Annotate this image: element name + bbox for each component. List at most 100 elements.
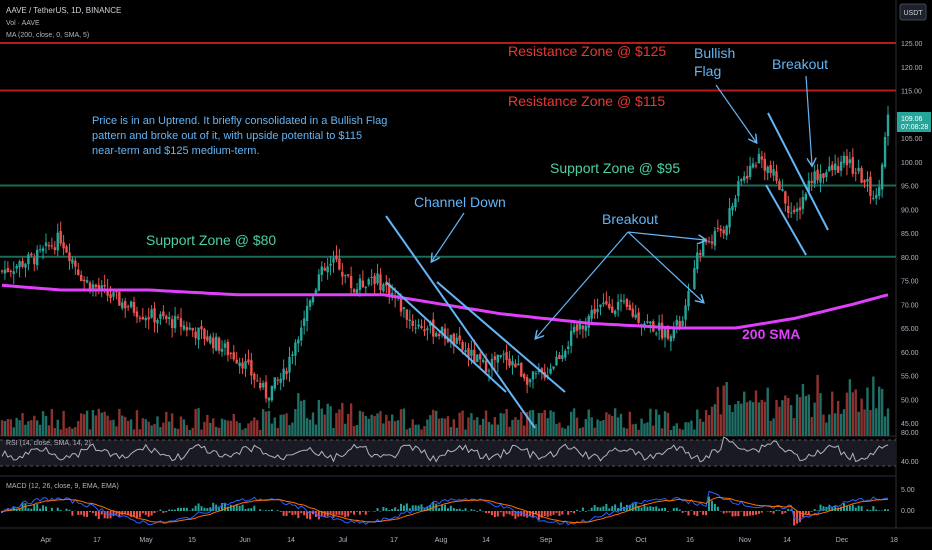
candle-body <box>763 158 766 171</box>
volume-bar <box>276 427 279 436</box>
candle-body <box>94 284 98 288</box>
macd-bar <box>490 511 493 516</box>
volume-bar <box>235 421 238 436</box>
macd-bar <box>335 511 338 515</box>
volume-bar <box>346 413 350 436</box>
macd-bar <box>344 511 347 518</box>
volume-bar <box>690 420 693 436</box>
macd-bar <box>655 506 658 511</box>
macd-bar <box>265 510 268 511</box>
candle-body <box>247 359 250 363</box>
macd-bar <box>141 511 144 514</box>
candle-body <box>611 306 614 313</box>
candle-body <box>822 173 825 179</box>
macd-bar <box>828 504 831 511</box>
candle-body <box>748 165 752 178</box>
macd-bar <box>666 511 669 512</box>
volume-bar <box>449 426 453 436</box>
volume-bar <box>15 417 18 436</box>
macd-bar <box>276 510 279 511</box>
volume-bar <box>332 427 335 436</box>
volume-bar <box>593 427 596 436</box>
volume-bar <box>701 421 705 436</box>
candle-body <box>528 379 532 383</box>
bullish-flag-label-2: Flag <box>694 63 721 79</box>
volume-bar <box>517 419 520 436</box>
candle-body <box>417 324 420 327</box>
volume-bar <box>220 418 224 436</box>
macd-bar <box>754 511 757 515</box>
macd-bar <box>796 511 799 524</box>
candle-body <box>159 314 162 319</box>
volume-bar <box>537 412 541 436</box>
volume-bar <box>429 415 432 436</box>
macd-bar <box>397 509 400 511</box>
time-tick-label: 14 <box>482 537 490 544</box>
candle-body <box>787 205 790 213</box>
candle-body <box>619 299 623 302</box>
macd-bar <box>259 509 262 511</box>
candle-body <box>209 336 212 344</box>
volume-bar <box>308 419 312 436</box>
currency-button[interactable] <box>899 3 927 21</box>
price-axis[interactable]: 125.00120.00115.00110.00105.00100.0095.0… <box>901 41 923 428</box>
candle-body <box>44 242 48 246</box>
candle-body <box>467 348 470 358</box>
volume-bar <box>402 408 406 436</box>
volume-bar <box>675 423 678 436</box>
time-axis[interactable]: Apr 17 May 15 Jun 14 Jul 17 Aug 14 Sep 18 Oct 16 Nov 14… <box>41 537 898 544</box>
candle-body <box>857 167 860 172</box>
candle-body <box>300 327 303 341</box>
candle-body <box>666 326 670 339</box>
candle-body <box>757 153 761 164</box>
macd-bar <box>426 506 429 511</box>
volume-bar <box>584 419 588 436</box>
macd-bar <box>223 502 226 511</box>
candle-body <box>370 277 373 279</box>
price-tick-label: 45.00 <box>901 421 919 428</box>
macd-bar <box>33 504 36 511</box>
volume-bar <box>106 415 109 436</box>
macd-bar <box>696 511 699 517</box>
macd-bar <box>628 504 631 511</box>
volume-bar <box>85 410 89 436</box>
macd-bar <box>206 508 209 511</box>
candle-body <box>743 176 746 181</box>
candle-body <box>3 269 7 274</box>
macd-bar <box>24 503 27 511</box>
candle-body <box>699 252 702 255</box>
volume-bar <box>810 416 813 436</box>
candle-body <box>605 301 608 305</box>
candle-body <box>760 156 764 160</box>
volume-bar <box>297 393 300 436</box>
candle-body <box>470 349 473 356</box>
volume-bar <box>672 425 676 436</box>
macd-bar <box>614 504 617 511</box>
candle-body <box>751 163 755 168</box>
volume-bar <box>393 421 397 436</box>
macd-bar <box>470 509 473 511</box>
candle-body <box>355 289 359 294</box>
channel-down-line-2 <box>436 281 566 393</box>
candle-body <box>420 325 423 329</box>
macd-bar <box>83 511 86 517</box>
candlesticks <box>0 105 890 409</box>
volume-bar <box>567 425 570 436</box>
candle-body <box>737 181 740 196</box>
candle-body <box>103 285 106 287</box>
volume-bar <box>572 408 576 436</box>
flag-upper-line <box>767 112 829 231</box>
volume-bar <box>12 427 15 436</box>
volume-bar <box>740 403 743 436</box>
macd-bar <box>476 511 479 512</box>
candle-body <box>21 260 24 267</box>
volume-bar <box>112 419 115 436</box>
candle-body <box>258 382 262 389</box>
candle-body <box>364 287 367 289</box>
candle-body <box>106 289 109 296</box>
candle-body <box>59 230 62 244</box>
volume-bar <box>725 381 728 436</box>
macd-bar <box>693 511 696 515</box>
volume-bar <box>326 403 329 436</box>
